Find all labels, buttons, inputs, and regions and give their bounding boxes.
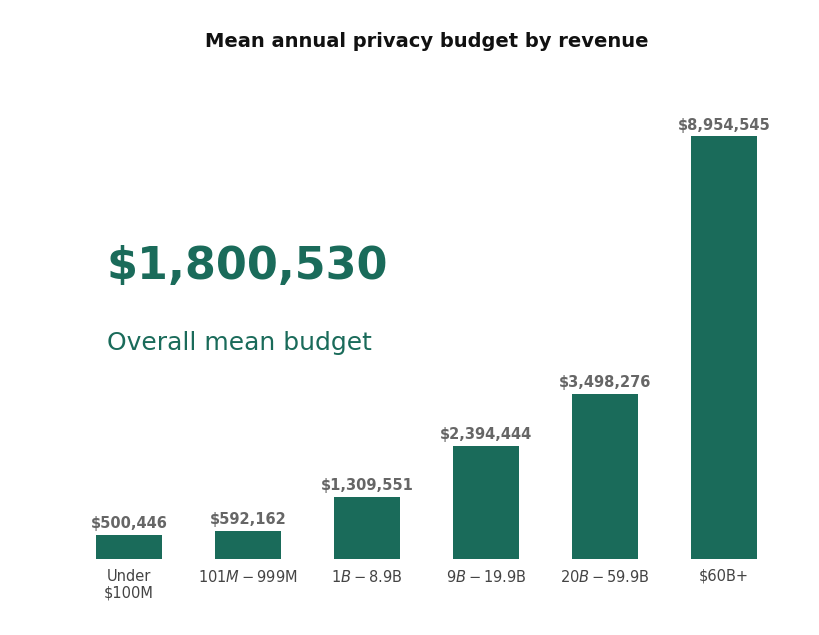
Bar — [334, 497, 399, 559]
Bar — [215, 531, 280, 559]
Bar — [96, 535, 161, 559]
Text: Overall mean budget: Overall mean budget — [106, 331, 371, 355]
Bar — [572, 394, 637, 559]
Text: $1,309,551: $1,309,551 — [320, 478, 413, 493]
Text: $500,446: $500,446 — [90, 516, 167, 531]
Bar — [453, 446, 518, 559]
Text: $1,800,530: $1,800,530 — [106, 245, 387, 288]
Text: $592,162: $592,162 — [209, 512, 286, 527]
Title: Mean annual privacy budget by revenue: Mean annual privacy budget by revenue — [205, 32, 647, 51]
Text: $2,394,444: $2,394,444 — [439, 427, 532, 442]
Bar — [690, 137, 756, 559]
Text: $3,498,276: $3,498,276 — [558, 375, 650, 390]
Text: $8,954,545: $8,954,545 — [676, 117, 769, 133]
